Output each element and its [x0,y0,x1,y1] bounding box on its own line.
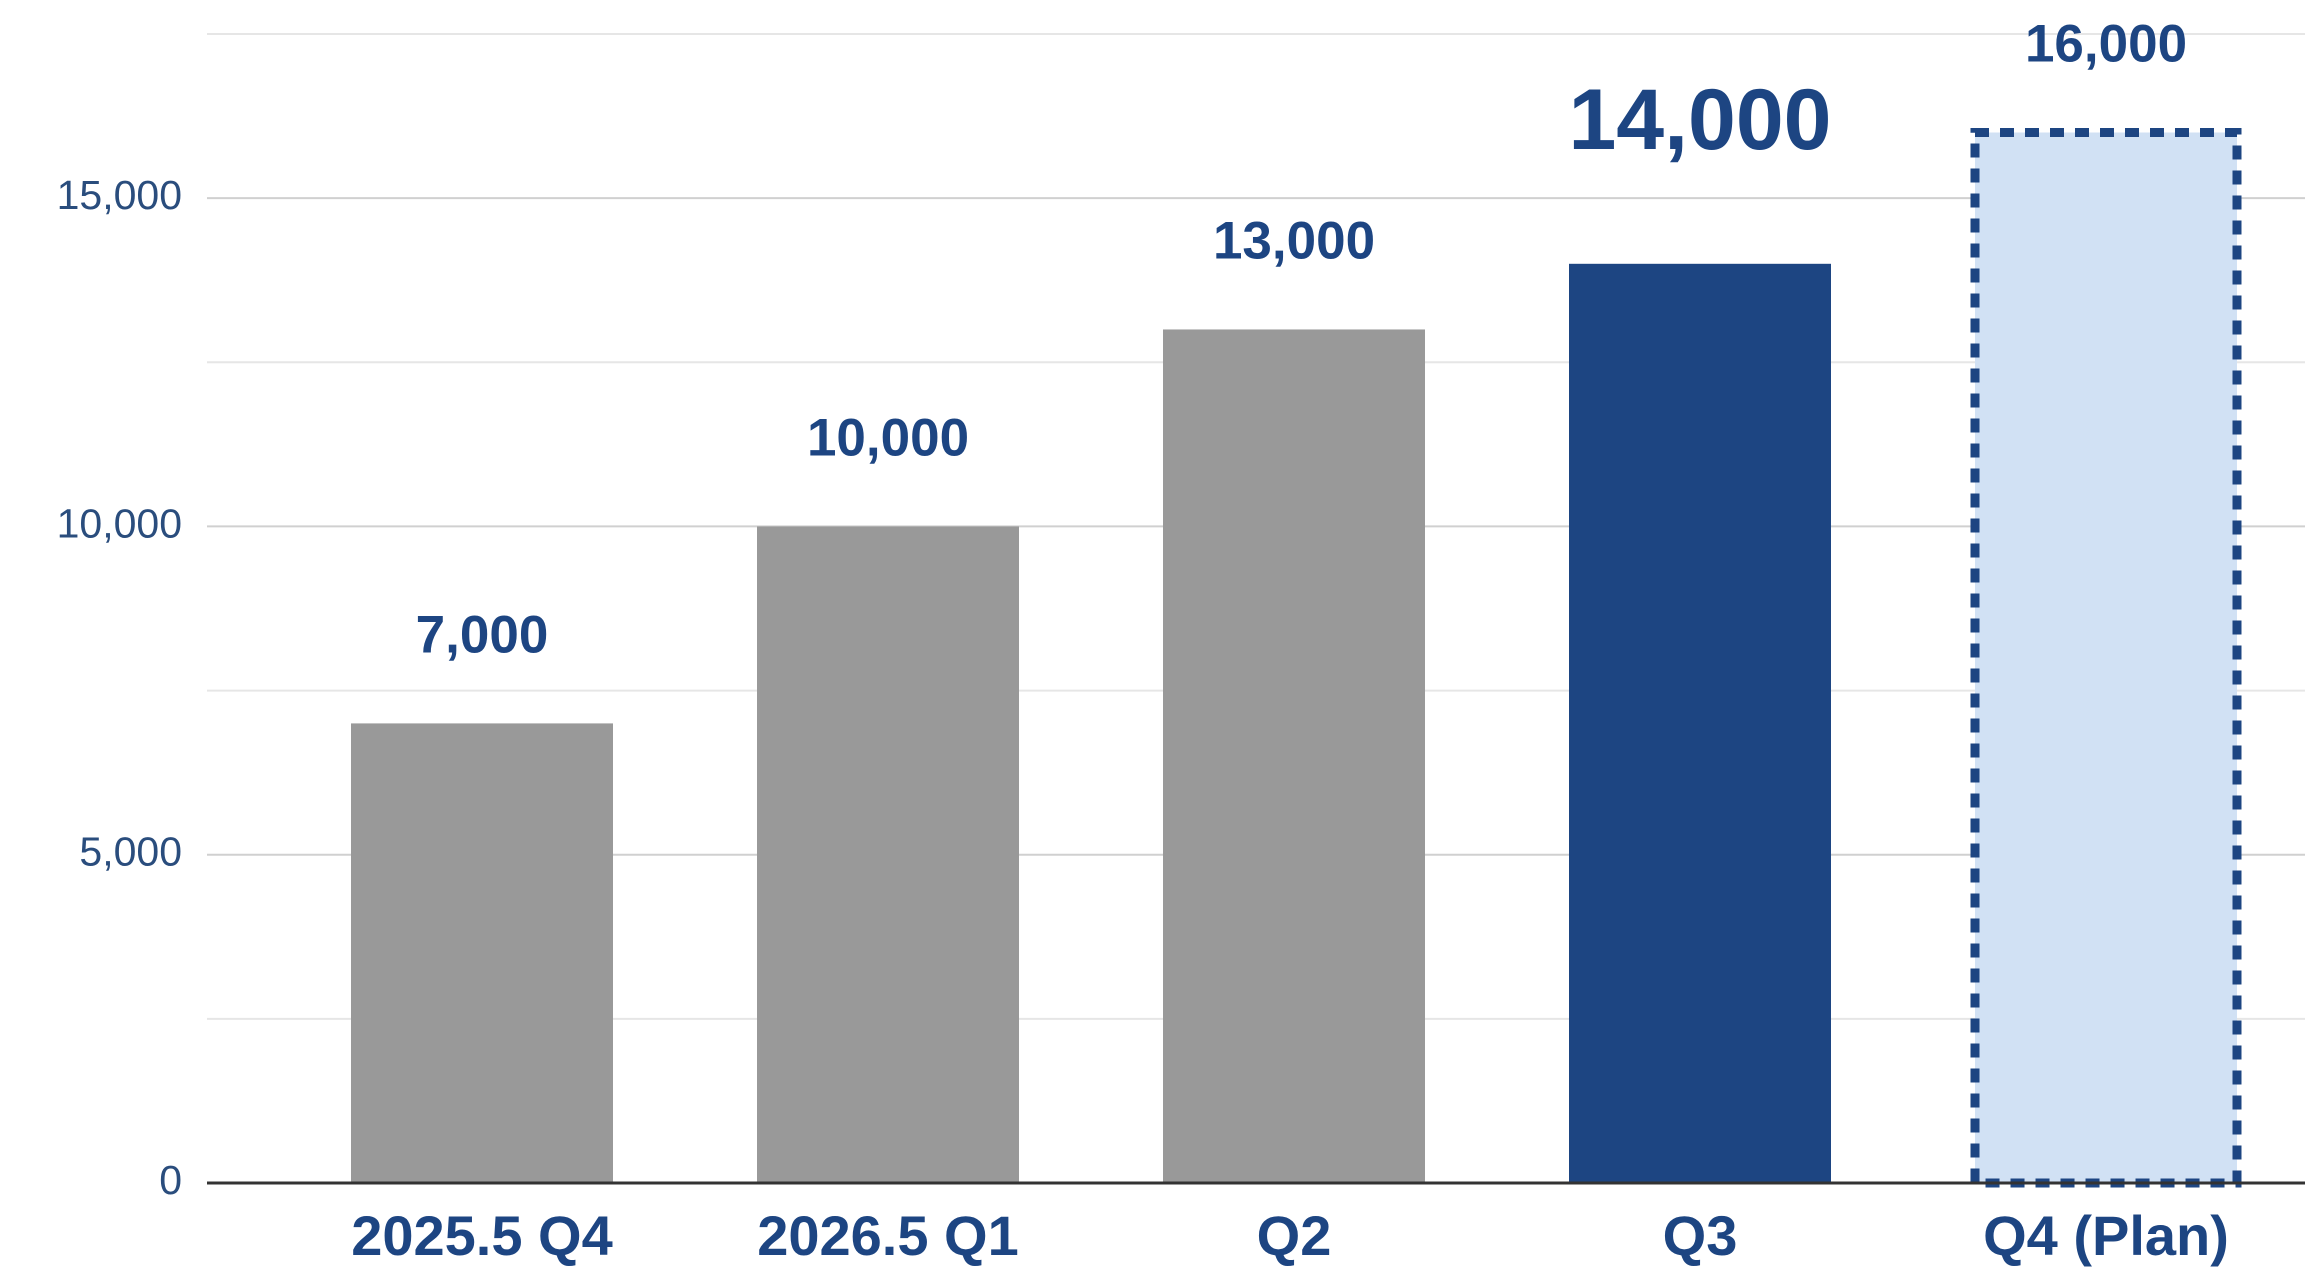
y-tick-label: 0 [159,1157,182,1203]
x-tick-label: Q3 [1663,1204,1738,1267]
y-tick-label: 15,000 [57,172,182,218]
bar [757,526,1019,1183]
bar [1163,329,1425,1183]
bar [351,723,613,1183]
y-tick-label: 5,000 [79,829,182,875]
value-label: 14,000 [1568,72,1831,168]
value-label: 13,000 [1213,212,1375,271]
value-label: 16,000 [2025,15,2187,74]
x-tick-label: 2025.5 Q4 [351,1204,613,1267]
bar [1970,127,2242,1188]
x-tick-label: Q2 [1257,1204,1332,1267]
value-label: 7,000 [416,606,549,665]
bar [1569,263,1831,1183]
x-tick-label: Q4 (Plan) [1983,1204,2229,1267]
value-label: 10,000 [807,409,969,468]
y-tick-label: 10,000 [57,500,182,546]
x-tick-label: 2026.5 Q1 [757,1204,1019,1267]
